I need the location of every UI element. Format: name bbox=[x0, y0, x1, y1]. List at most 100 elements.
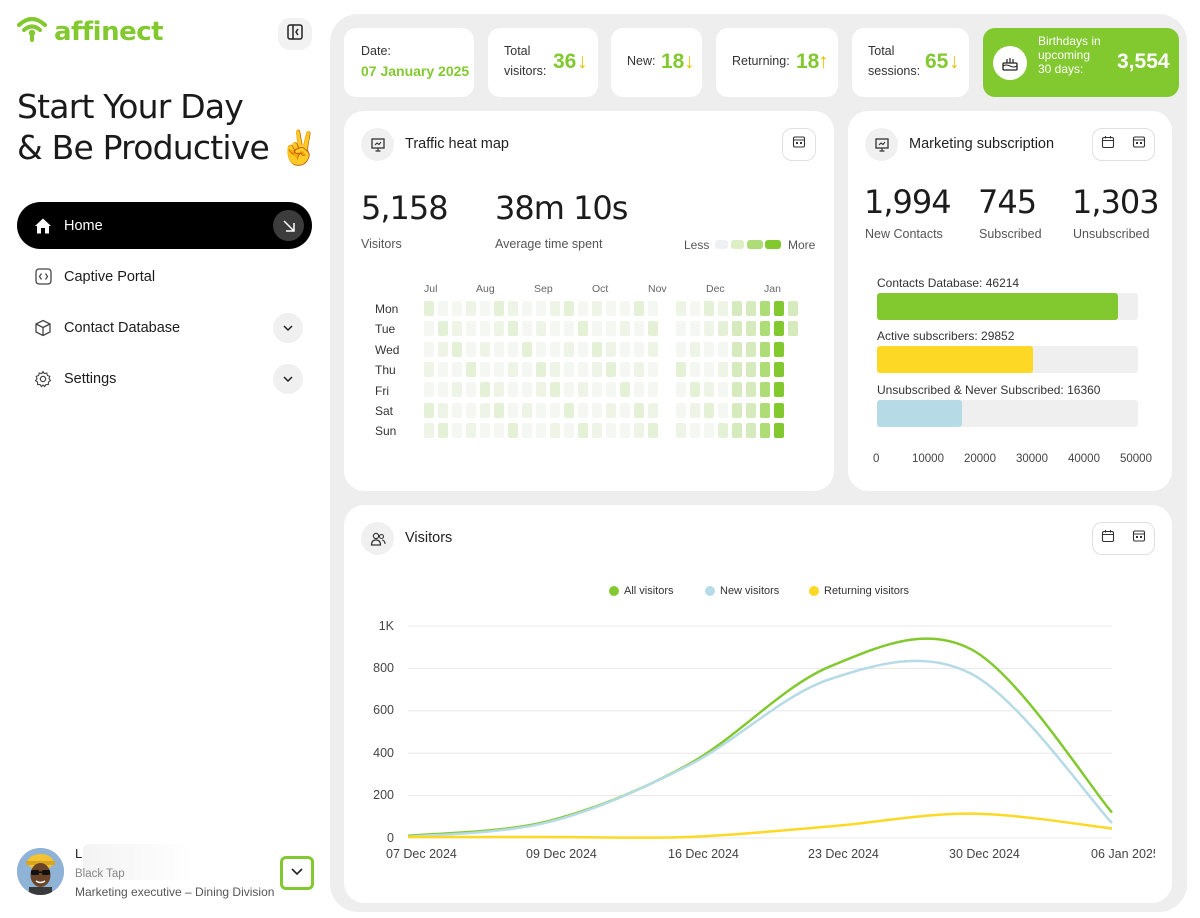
axis-tick: 20000 bbox=[964, 453, 996, 465]
traffic-heatmap-card: Traffic heat map 5,158 Visitors 38m 10s … bbox=[344, 111, 834, 491]
heatmap-cell bbox=[704, 341, 714, 357]
heatmap-cell bbox=[578, 402, 588, 418]
heatmap-cell bbox=[774, 341, 784, 357]
visitors-label: Visitors bbox=[361, 237, 402, 251]
bar-label: Unsubscribed & Never Subscribed: 16360 bbox=[877, 383, 1101, 397]
sessions-label: Total bbox=[868, 44, 895, 58]
heatmap-cell bbox=[480, 321, 490, 337]
axis-tick: 30000 bbox=[1016, 453, 1048, 465]
home-icon bbox=[34, 217, 52, 235]
heatmap-cell bbox=[508, 402, 518, 418]
presentation-icon bbox=[361, 128, 394, 161]
heatmap-cell bbox=[704, 361, 714, 377]
heatmap-cell bbox=[578, 422, 588, 438]
heatmap-cell bbox=[676, 361, 686, 377]
heatmap-cell bbox=[438, 422, 448, 438]
legend-item[interactable]: All visitors bbox=[609, 585, 674, 597]
heatmap-cell bbox=[508, 341, 518, 357]
legend-more: More bbox=[788, 238, 816, 252]
heatmap-cell bbox=[746, 301, 756, 316]
legend-dot bbox=[809, 586, 819, 596]
stat-total-visitors: Total visitors: 36 ↓ bbox=[488, 28, 598, 97]
headline-line2: & Be Productive bbox=[17, 128, 270, 167]
heatmap-cell bbox=[424, 402, 434, 418]
heatmap-cell bbox=[732, 341, 742, 357]
heatmap-cell bbox=[704, 422, 714, 438]
heatmap-cell bbox=[676, 301, 686, 316]
legend-item[interactable]: New visitors bbox=[705, 585, 779, 597]
export-icon[interactable] bbox=[1132, 529, 1146, 548]
stat-total-sessions: Total sessions: 65 ↓ bbox=[852, 28, 969, 97]
heatmap-cell bbox=[508, 422, 518, 438]
heatmap-cell bbox=[438, 301, 448, 316]
heatmap-cell bbox=[522, 341, 532, 357]
sidebar-item-captive-portal[interactable]: Captive Portal bbox=[17, 253, 312, 300]
heatmap-cell bbox=[774, 422, 784, 438]
heatmap-cell bbox=[718, 301, 728, 316]
heatmap-cell bbox=[732, 382, 742, 398]
arrow-down-right-icon[interactable] bbox=[273, 210, 304, 241]
export-icon[interactable] bbox=[1132, 135, 1146, 154]
visitors-line-chart bbox=[407, 625, 1113, 839]
total-visitors-label: Total bbox=[504, 44, 531, 58]
sidebar-item-home[interactable]: Home bbox=[17, 202, 312, 249]
heatmap-cell bbox=[564, 382, 574, 398]
y-tick: 200 bbox=[373, 788, 394, 802]
date-value: 07 January 2025 bbox=[361, 63, 470, 79]
heatmap-cell bbox=[424, 341, 434, 357]
heatmap-cell bbox=[718, 341, 728, 357]
legend-dot bbox=[705, 586, 715, 596]
heatmap-cell bbox=[494, 422, 504, 438]
heatmap-cell bbox=[732, 361, 742, 377]
visitors-chart-card: Visitors All visitors New visitors Retur… bbox=[344, 505, 1172, 903]
heatmap-cell bbox=[536, 321, 546, 337]
user-menu-button[interactable] bbox=[280, 856, 314, 890]
heatmap-cell bbox=[648, 301, 658, 316]
heatmap-cell bbox=[550, 361, 560, 377]
month-label: Nov bbox=[648, 283, 667, 295]
arrow-down-icon: ↓ bbox=[684, 50, 695, 73]
new-label: New: bbox=[627, 54, 656, 68]
heatmap-cell bbox=[550, 402, 560, 418]
brand-logo[interactable]: affinect bbox=[16, 14, 164, 49]
export-icon bbox=[792, 135, 806, 154]
heatmap-cell bbox=[522, 382, 532, 398]
heatmap-cell bbox=[774, 382, 784, 398]
avatar[interactable] bbox=[17, 848, 64, 895]
chevron-down-icon[interactable] bbox=[273, 363, 303, 394]
sidebar: affinect Start Your Day & Be Productive … bbox=[0, 0, 330, 918]
stat-date: Date: 07 January 2025 bbox=[344, 28, 474, 97]
wifi-icon bbox=[16, 14, 48, 49]
legend-swatch bbox=[765, 240, 781, 249]
calendar-icon[interactable] bbox=[1101, 529, 1115, 548]
heatmap-cell bbox=[788, 301, 798, 316]
calendar-icon[interactable] bbox=[1101, 135, 1115, 154]
heatmap-cell bbox=[438, 321, 448, 337]
heatmap-cell bbox=[732, 321, 742, 337]
new-contacts-value: 1,994 bbox=[864, 183, 952, 221]
export-button[interactable] bbox=[782, 128, 816, 161]
legend-item[interactable]: Returning visitors bbox=[809, 585, 909, 597]
sidebar-item-settings[interactable]: Settings bbox=[17, 355, 312, 402]
sidebar-item-contact-database[interactable]: Contact Database bbox=[17, 304, 312, 351]
collapse-sidebar-button[interactable] bbox=[278, 18, 312, 50]
heatmap-cell bbox=[592, 361, 602, 377]
heatmap-cell bbox=[494, 402, 504, 418]
heatmap-cell bbox=[606, 402, 616, 418]
day-label: Wed bbox=[375, 343, 400, 357]
heatmap-cell bbox=[592, 382, 602, 398]
card-title: Visitors bbox=[405, 530, 453, 546]
subscribed-label: Subscribed bbox=[979, 227, 1042, 241]
returning-value: 18 bbox=[796, 50, 820, 73]
new-contacts-label: New Contacts bbox=[865, 227, 943, 241]
day-label: Sun bbox=[375, 424, 397, 438]
heatmap-cell bbox=[564, 301, 574, 316]
heatmap-cell bbox=[592, 402, 602, 418]
heatmap-cell bbox=[676, 341, 686, 357]
heatmap-cell bbox=[550, 422, 560, 438]
heatmap-cell bbox=[620, 321, 630, 337]
month-label: Jan bbox=[764, 283, 781, 295]
stat-birthdays[interactable]: Birthdays in upcoming 30 days: 3,554 bbox=[983, 28, 1179, 97]
returning-label: Returning: bbox=[732, 54, 790, 68]
chevron-down-icon[interactable] bbox=[273, 312, 303, 343]
